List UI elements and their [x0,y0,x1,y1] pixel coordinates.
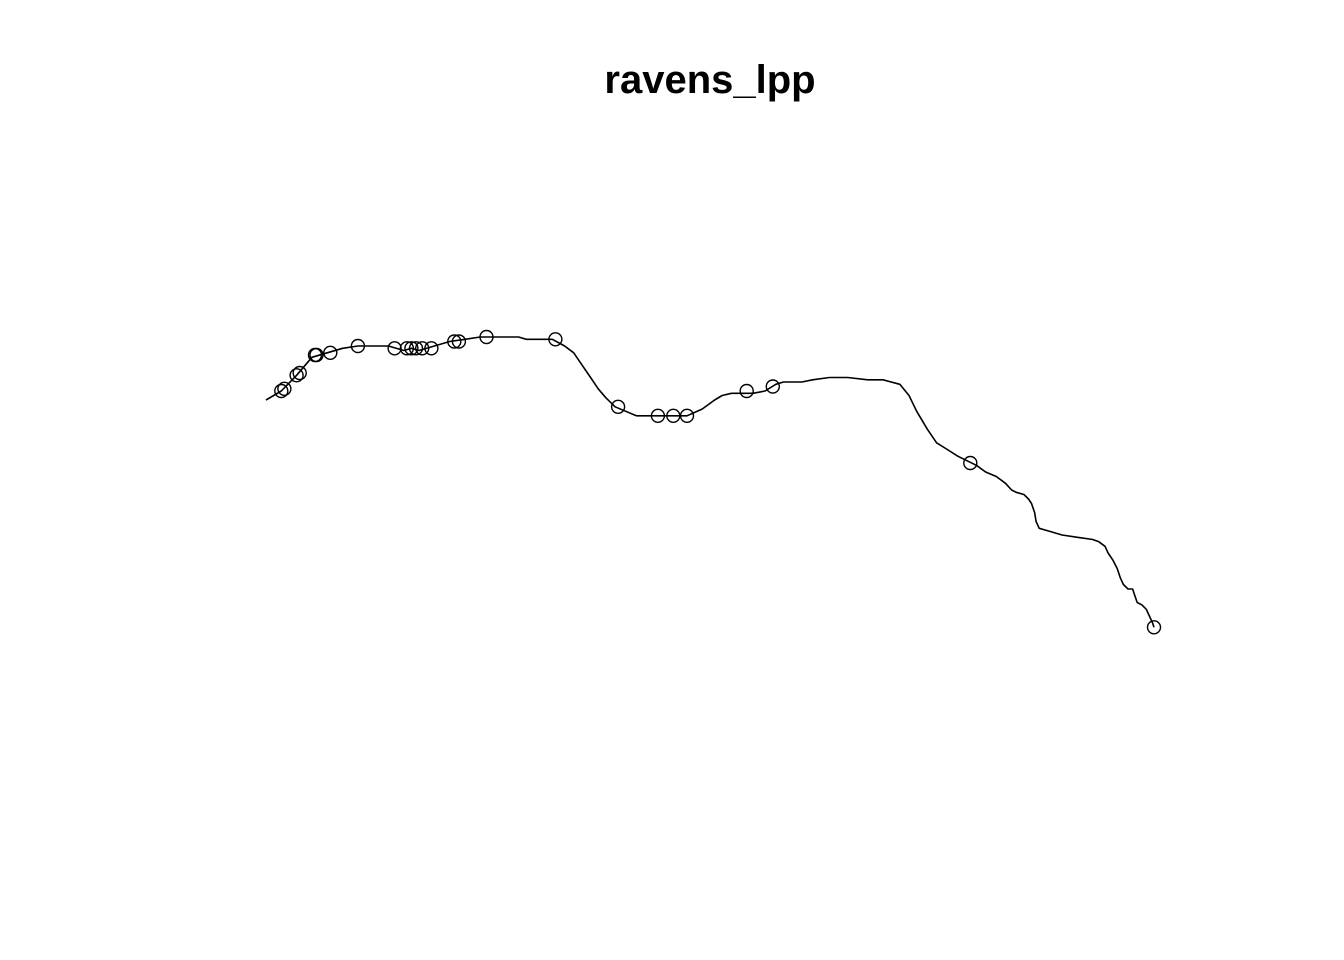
data-point [424,341,439,356]
data-point [548,332,563,347]
points-layer [274,329,1162,635]
data-point [963,455,978,471]
data-point [415,341,430,356]
data-point [274,383,289,399]
data-point [309,347,324,363]
data-point [447,334,462,349]
data-point [650,408,666,423]
data-point [739,383,754,399]
data-point [323,345,338,360]
data-point [451,334,467,349]
data-point [666,408,681,423]
data-point [350,338,366,354]
chart-title: ravens_lpp [604,58,816,102]
data-point [277,381,292,396]
network-layer [265,336,1155,628]
data-point [408,341,424,356]
data-point [479,329,494,345]
data-point [399,341,415,356]
data-point [610,399,626,414]
data-point [289,368,304,383]
data-point [1146,620,1162,635]
data-point [679,408,695,423]
data-point [387,341,402,356]
data-point [292,365,307,381]
network-line [265,336,1155,628]
data-point [765,379,780,394]
data-point [404,341,419,356]
